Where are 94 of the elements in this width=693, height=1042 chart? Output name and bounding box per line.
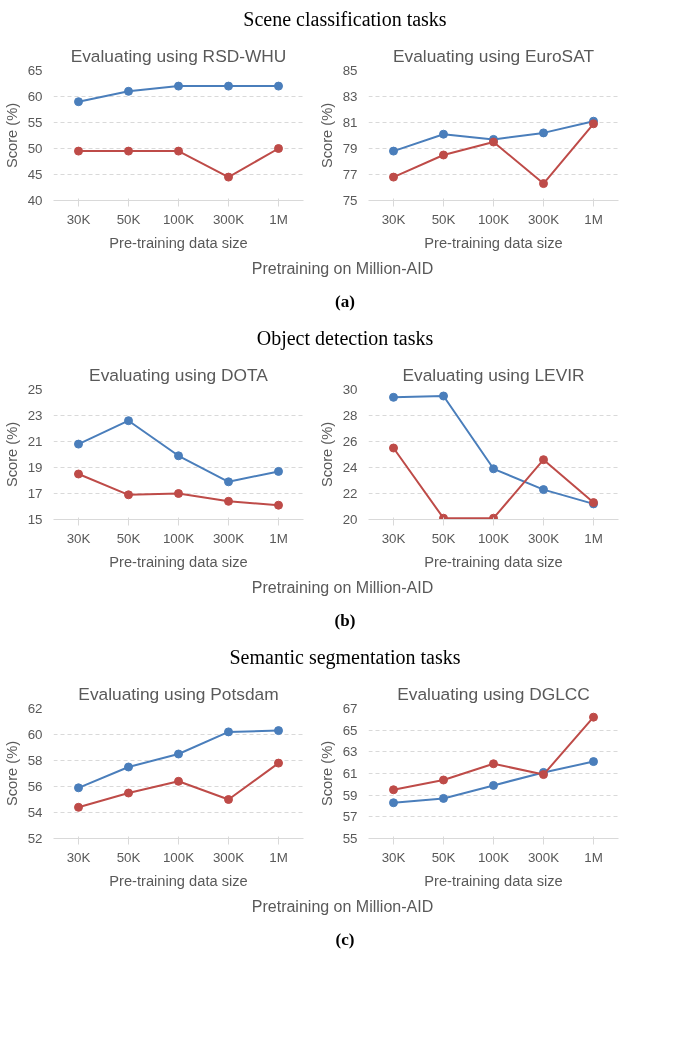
x-tick-label: 50K	[116, 530, 141, 546]
x-tick-label: 100K	[162, 849, 195, 865]
y-tick-label: 40	[27, 193, 43, 208]
y-tick-label: 59	[342, 787, 358, 803]
x-tick-label: 1M	[269, 530, 288, 546]
chart-title: Evaluating using EuroSAT	[393, 45, 595, 66]
y-tick-label: 81	[342, 115, 358, 130]
y-tick-label: 30	[342, 382, 358, 397]
chart-title: Evaluating using LEVIR	[402, 364, 585, 385]
y-tick-label: 24	[342, 460, 359, 475]
x-axis-title: Pre-training data size	[424, 234, 563, 251]
x-tick-label: 30K	[66, 530, 91, 546]
y-axis-title: Score (%)	[3, 421, 20, 488]
x-tick-label: 30K	[66, 849, 91, 865]
x-axis-title: Pre-training data size	[109, 872, 248, 889]
text: Pretraining on Million-AID	[251, 260, 434, 278]
y-tick-label: 22	[342, 486, 358, 501]
y-tick-label: 60	[27, 727, 43, 742]
x-tick-label: 30K	[381, 530, 406, 546]
x-axis-title: Pre-training data size	[109, 553, 248, 570]
text: (a)	[335, 291, 355, 313]
x-tick-label: 300K	[527, 211, 560, 227]
y-tick-label: 85	[342, 63, 358, 78]
y-tick-label: 19	[27, 460, 43, 475]
chart-title: Evaluating using DGLCC	[397, 683, 590, 704]
text: (c)	[335, 929, 355, 951]
y-tick-label: 61	[342, 766, 358, 781]
y-tick-label: 52	[27, 831, 43, 846]
y-tick-label: 50	[27, 141, 43, 156]
x-tick-label: 300K	[527, 849, 560, 865]
x-tick-label: 50K	[431, 530, 456, 546]
y-tick-label: 55	[27, 115, 43, 130]
text: (b)	[334, 610, 356, 632]
y-tick-label: 63	[342, 744, 358, 760]
y-axis-title: Score (%)	[3, 740, 20, 807]
y-axis-title: Score (%)	[318, 421, 335, 488]
y-tick-label: 65	[342, 722, 358, 738]
x-tick-label: 1M	[269, 849, 288, 865]
y-tick-label: 20	[342, 512, 358, 527]
x-axis-title: Pre-training data size	[424, 872, 563, 889]
x-tick-label: 1M	[584, 849, 603, 865]
x-tick-label: 30K	[381, 849, 406, 865]
x-axis-title: Pre-training data size	[424, 553, 563, 570]
text: Semantic segmentation tasks	[229, 645, 461, 671]
y-tick-label: 56	[27, 779, 43, 794]
y-tick-label: 21	[27, 434, 43, 449]
x-tick-label: 30K	[66, 211, 91, 227]
x-tick-label: 30K	[381, 211, 406, 227]
x-axis-title: Pre-training data size	[109, 234, 248, 251]
y-axis-title: Score (%)	[318, 740, 335, 807]
y-tick-label: 62	[27, 701, 43, 716]
y-tick-label: 60	[27, 89, 43, 104]
y-tick-label: 25	[27, 382, 43, 397]
y-tick-label: 55	[342, 831, 358, 846]
x-tick-label: 100K	[477, 849, 510, 865]
y-tick-label: 79	[342, 141, 358, 156]
y-tick-label: 54	[27, 805, 44, 820]
x-tick-label: 50K	[116, 849, 141, 865]
y-tick-label: 26	[342, 434, 358, 449]
y-tick-label: 45	[27, 167, 43, 182]
y-tick-label: 23	[27, 408, 43, 423]
y-tick-label: 83	[342, 89, 358, 104]
x-tick-label: 50K	[431, 211, 456, 227]
chart-title: Evaluating using Potsdam	[78, 683, 279, 704]
x-tick-label: 300K	[212, 211, 245, 227]
y-tick-label: 57	[342, 809, 358, 825]
y-tick-label: 77	[342, 167, 358, 182]
x-tick-label: 1M	[584, 211, 603, 227]
chart-title: Evaluating using DOTA	[89, 364, 269, 385]
y-axis-title: Score (%)	[3, 102, 20, 169]
x-tick-label: 100K	[477, 530, 510, 546]
text: Scene classification tasks	[243, 7, 447, 32]
x-tick-label: 300K	[212, 530, 245, 546]
x-tick-label: 50K	[431, 849, 456, 865]
x-tick-label: 100K	[162, 211, 195, 227]
y-tick-label: 17	[27, 486, 43, 501]
x-tick-label: 50K	[116, 211, 141, 227]
y-tick-label: 67	[342, 701, 358, 716]
x-tick-label: 300K	[212, 849, 245, 865]
text: Pretraining on Million-AID	[251, 898, 434, 916]
x-tick-label: 100K	[477, 211, 510, 227]
text: Pretraining on Million-AID	[251, 579, 434, 597]
text: Object detection tasks	[256, 326, 434, 352]
chart-title: Evaluating using RSD-WHU	[70, 45, 287, 66]
x-tick-label: 100K	[162, 530, 195, 546]
y-axis-title: Score (%)	[318, 102, 335, 169]
y-tick-label: 58	[27, 753, 43, 768]
y-tick-label: 65	[27, 63, 43, 78]
y-tick-label: 75	[342, 193, 358, 208]
x-tick-label: 300K	[527, 530, 560, 546]
y-tick-label: 28	[342, 408, 358, 423]
x-tick-label: 1M	[269, 211, 288, 227]
y-tick-label: 15	[27, 512, 43, 527]
x-tick-label: 1M	[584, 530, 603, 546]
